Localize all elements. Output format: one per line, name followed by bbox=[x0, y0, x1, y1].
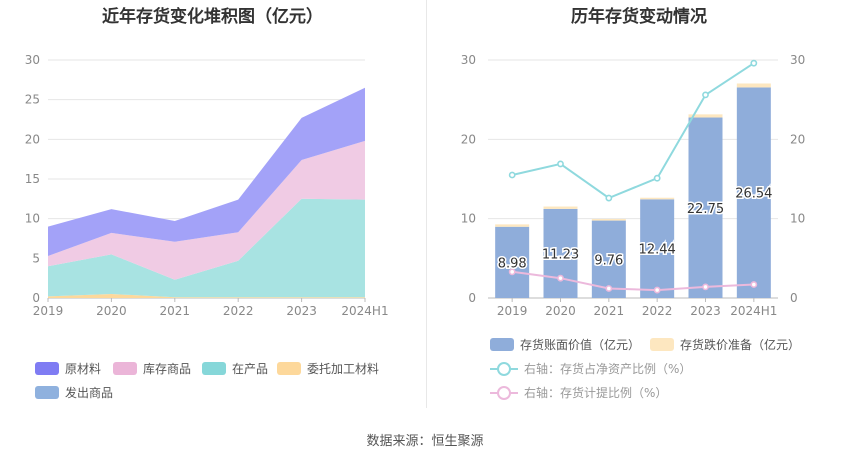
x-tick-label: 2024H1 bbox=[730, 304, 777, 318]
area-原材料 bbox=[48, 87, 365, 256]
bar-book-value bbox=[495, 226, 530, 298]
legend-swatch bbox=[277, 362, 301, 375]
bar-book-value bbox=[688, 117, 723, 299]
y-tick-label: 10 bbox=[25, 212, 40, 226]
legend-swatch bbox=[650, 338, 674, 351]
legend-label: 在产品 bbox=[232, 362, 269, 376]
legend-swatch bbox=[35, 386, 59, 399]
y-tick-label: 20 bbox=[25, 132, 40, 146]
line-point bbox=[653, 286, 661, 294]
line-point bbox=[702, 283, 709, 291]
line-point bbox=[508, 268, 516, 276]
bar-impairment bbox=[495, 224, 530, 227]
x-tick-label: 2023 bbox=[286, 304, 317, 318]
x-tick-label: 2024H1 bbox=[341, 304, 388, 318]
y-tick-label: 5 bbox=[32, 251, 40, 265]
right-legend: 存货账面价值（亿元） 存货跌价准备（亿元） 右轴：存货占净资产比例（%） 右轴：存货计… bbox=[428, 0, 850, 420]
legend-item[interactable]: 存货跌价准备（亿元） bbox=[650, 336, 800, 353]
line-point bbox=[605, 194, 613, 202]
y-tick-label: 25 bbox=[25, 93, 40, 107]
x-tick-label: 2019 bbox=[497, 304, 528, 318]
legend-swatch bbox=[490, 338, 514, 351]
y-tick-label: 15 bbox=[25, 172, 40, 186]
bar-impairment bbox=[591, 218, 626, 221]
legend-swatch bbox=[113, 362, 137, 375]
y-tick-label: 30 bbox=[25, 53, 40, 67]
line-point bbox=[702, 91, 709, 99]
y-tick-label: 0 bbox=[32, 291, 40, 305]
bar-book-value bbox=[640, 199, 675, 298]
bar-line-chart: 0 10 20 30 0 10 20 30 2019 2020 2021 2022 2023 2024H1… bbox=[461, 53, 806, 318]
bar-data-label: 12.44 bbox=[639, 243, 676, 258]
line-point bbox=[557, 274, 564, 282]
line-inventory-to-net-assets bbox=[511, 62, 755, 200]
legend-label: 右轴：存货占净资产比例（%） bbox=[524, 362, 692, 376]
left-legend: 原材料 库存商品 在产品 委托加工材料发出商品 bbox=[0, 0, 425, 420]
line-point bbox=[750, 59, 758, 67]
line-point bbox=[653, 174, 661, 182]
bar-data-label: 26.54 bbox=[735, 187, 772, 202]
x-tick-label: 2019 bbox=[33, 304, 64, 318]
data-source-label: 数据来源：恒生聚源 bbox=[366, 434, 484, 449]
y2-tick-label: 30 bbox=[790, 53, 805, 67]
bar-impairment bbox=[640, 197, 675, 200]
x-tick-label: 2021 bbox=[594, 304, 625, 318]
area-在产品 bbox=[48, 198, 365, 298]
legend-label: 存货账面价值（亿元） bbox=[520, 338, 641, 352]
legend-label: 委托加工材料 bbox=[307, 362, 380, 376]
bar-data-label: 11.23 bbox=[542, 247, 579, 262]
area-委托加工材料 bbox=[48, 294, 365, 298]
x-tick-label: 2021 bbox=[160, 304, 191, 318]
legend-item[interactable]: 库存商品 bbox=[113, 360, 191, 377]
line-point bbox=[605, 285, 613, 292]
y-tick-label: 30 bbox=[461, 53, 476, 67]
legend-label: 存货跌价准备（亿元） bbox=[680, 338, 801, 352]
panel-divider bbox=[426, 0, 427, 408]
bar-line-chart-panel: 历年存货变动情况 0 10 20 30 0 10 20 30 2019 2020 2021 2022 2… bbox=[428, 0, 850, 420]
stacked-area-chart-panel: 近年存货变化堆积图（亿元） 0 5 10 15 20 25 30 2019 2020 2021 20… bbox=[0, 0, 425, 420]
bar-impairment bbox=[736, 83, 771, 88]
line-provision-ratio bbox=[512, 270, 754, 292]
x-tick-label: 2022 bbox=[642, 304, 673, 318]
area-库存商品 bbox=[48, 140, 365, 280]
y-tick-label: 10 bbox=[461, 212, 476, 226]
legend-swatch bbox=[35, 362, 59, 375]
bar-book-value bbox=[543, 208, 578, 298]
x-tick-label: 2020 bbox=[545, 304, 576, 318]
legend-label: 发出商品 bbox=[65, 386, 114, 400]
line-point bbox=[557, 160, 564, 168]
bar-impairment bbox=[688, 114, 723, 118]
legend-line-swatch bbox=[490, 385, 518, 400]
left-chart-title: 近年存货变化堆积图（亿元） bbox=[102, 7, 323, 27]
bar-data-label: 9.76 bbox=[594, 253, 623, 268]
x-tick-label: 2023 bbox=[690, 304, 721, 318]
bar-data-label: 22.75 bbox=[687, 202, 724, 217]
legend-line-swatch bbox=[490, 361, 518, 376]
legend-item[interactable]: 右轴：存货计提比例（%） bbox=[490, 384, 667, 401]
legend-swatch bbox=[202, 362, 226, 375]
legend-label: 右轴：存货计提比例（%） bbox=[524, 386, 668, 400]
x-tick-label: 2022 bbox=[223, 304, 254, 318]
bar-book-value bbox=[736, 87, 771, 298]
y-tick-label: 20 bbox=[461, 132, 476, 146]
bar-data-label: 8.98 bbox=[498, 256, 527, 271]
legend-item[interactable]: 发出商品 bbox=[35, 384, 113, 401]
legend-item[interactable]: 右轴：存货占净资产比例（%） bbox=[490, 360, 691, 377]
y2-tick-label: 10 bbox=[790, 212, 805, 226]
bar-impairment bbox=[543, 206, 578, 209]
legend-label: 原材料 bbox=[65, 362, 102, 376]
legend-item[interactable]: 存货账面价值（亿元） bbox=[490, 336, 640, 353]
stacked-area-chart: 0 5 10 15 20 25 30 2019 2020 2021 2022 2023 2024H1 bbox=[25, 53, 389, 318]
right-chart-title: 历年存货变动情况 bbox=[571, 7, 707, 27]
y-tick-label: 0 bbox=[468, 291, 476, 305]
line-point bbox=[508, 171, 516, 179]
y2-tick-label: 20 bbox=[790, 132, 805, 146]
x-tick-label: 2020 bbox=[96, 304, 127, 318]
legend-item[interactable]: 委托加工材料 bbox=[277, 360, 379, 377]
line-point bbox=[750, 281, 758, 288]
legend-item[interactable]: 在产品 bbox=[202, 360, 268, 377]
legend-label: 库存商品 bbox=[143, 362, 192, 376]
legend-item[interactable]: 原材料 bbox=[35, 360, 101, 377]
y2-tick-label: 0 bbox=[790, 291, 798, 305]
